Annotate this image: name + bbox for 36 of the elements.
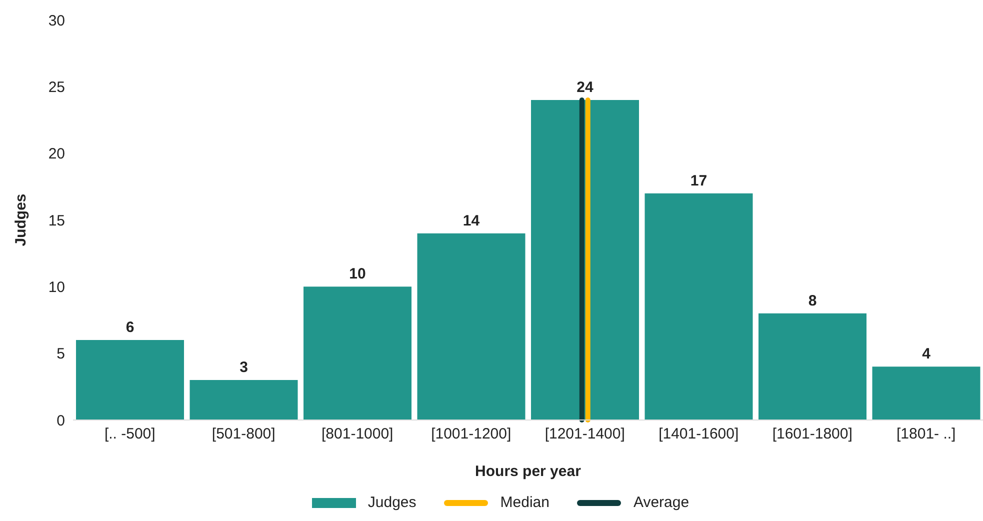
legend-label: Average bbox=[633, 494, 690, 511]
x-tick-label: [.. -500] bbox=[104, 426, 156, 443]
bar bbox=[76, 340, 184, 420]
x-tick-label: [1801- ..] bbox=[896, 426, 956, 443]
y-tick-label: 5 bbox=[56, 346, 65, 363]
bar bbox=[304, 286, 412, 420]
data-label: 24 bbox=[576, 79, 594, 96]
data-label: 3 bbox=[240, 359, 248, 376]
x-tick-label: [1001-1200] bbox=[431, 426, 512, 443]
data-label: 10 bbox=[349, 266, 366, 283]
bar bbox=[417, 233, 526, 420]
bar bbox=[644, 193, 753, 420]
data-label: 17 bbox=[690, 172, 708, 190]
y-tick-label: 30 bbox=[48, 12, 65, 30]
y-tick-label: 20 bbox=[48, 146, 65, 163]
y-tick-label: 15 bbox=[48, 212, 65, 230]
x-tick-label: [1401-1600] bbox=[658, 426, 739, 443]
y-tick-label: 25 bbox=[48, 78, 65, 96]
y-tick-label: 10 bbox=[48, 278, 65, 296]
bar bbox=[872, 366, 980, 420]
data-label: 6 bbox=[126, 319, 134, 336]
data-label: 4 bbox=[922, 346, 932, 363]
legend-label: Median bbox=[500, 494, 550, 511]
data-label: 14 bbox=[462, 212, 480, 230]
y-axis-title: Judges bbox=[12, 194, 30, 246]
x-tick-label: [1201-1400] bbox=[544, 426, 625, 443]
legend-label: Judges bbox=[368, 494, 416, 511]
bar bbox=[531, 100, 639, 420]
x-tick-label: [501-800] bbox=[212, 426, 276, 443]
bar bbox=[190, 380, 298, 420]
bar bbox=[758, 313, 866, 420]
data-label: 8 bbox=[808, 292, 817, 310]
y-tick-label: 0 bbox=[56, 412, 65, 430]
x-tick-label: [801-1000] bbox=[322, 426, 394, 443]
x-axis-title: Hours per year bbox=[475, 463, 582, 480]
x-tick-label: [1601-1800] bbox=[772, 426, 852, 443]
